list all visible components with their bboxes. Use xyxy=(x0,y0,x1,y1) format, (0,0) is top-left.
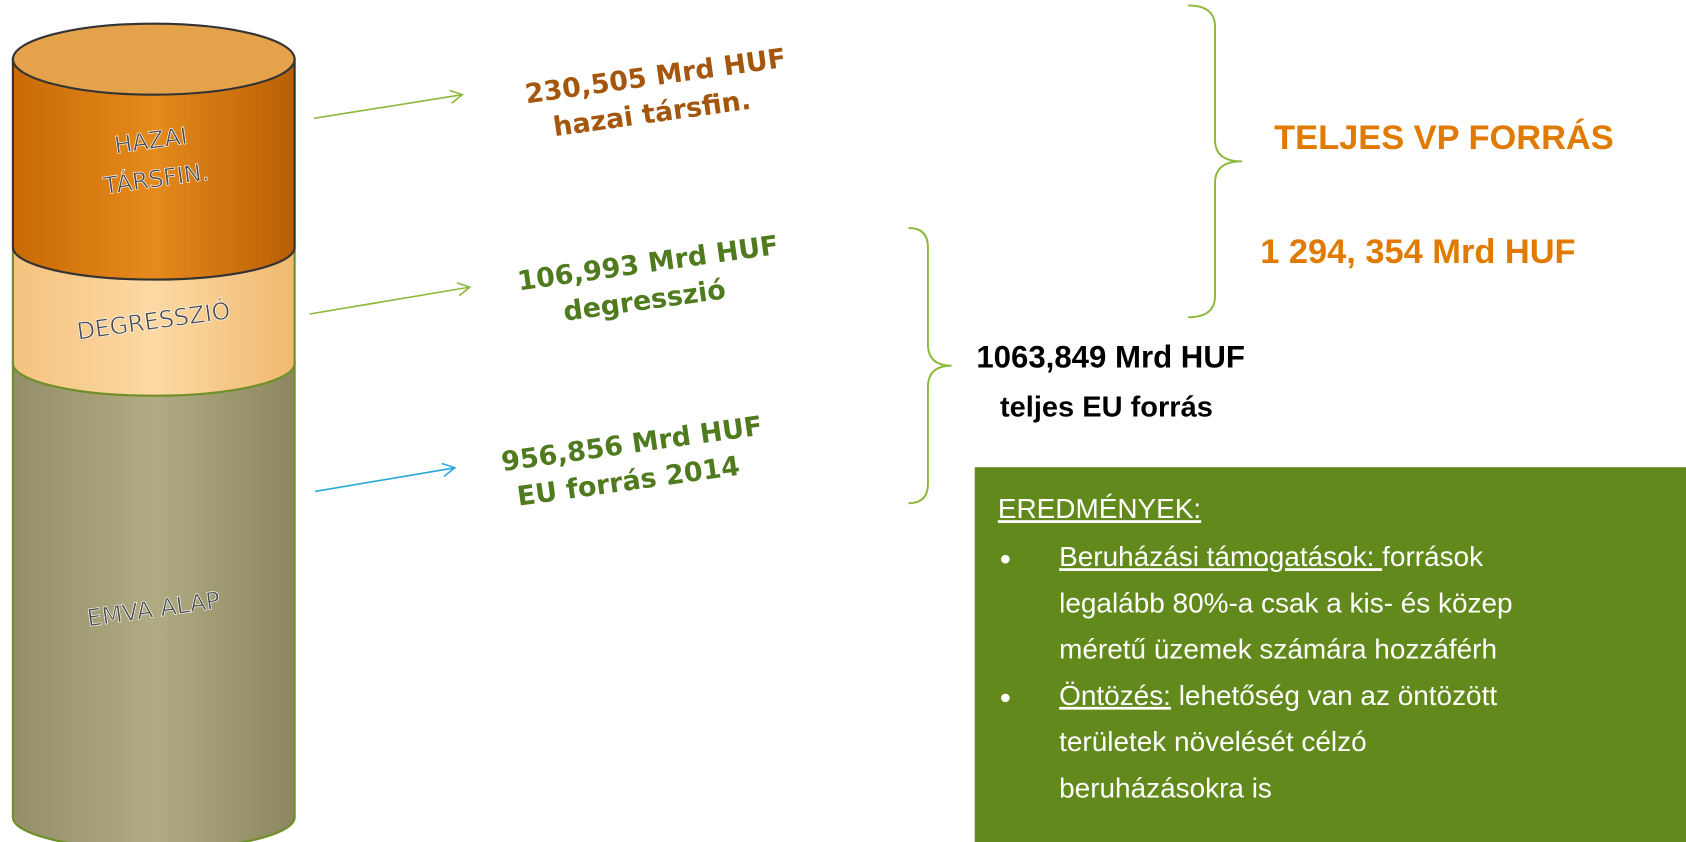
eu-total-amount: 1063,849 Mrd HUF xyxy=(976,339,1245,374)
result-text: méretű üzemek számára hozzáférh xyxy=(1059,634,1497,665)
arrow xyxy=(310,283,470,314)
cylinder-top xyxy=(13,24,295,95)
arrows xyxy=(310,90,470,491)
total-amount: 1 294, 354 Mrd HUF xyxy=(1260,233,1575,271)
bullet xyxy=(1001,694,1010,703)
bullet xyxy=(1001,555,1010,564)
result-term: Beruházási támogatások: xyxy=(1059,542,1382,573)
result-text: beruházásokra is xyxy=(1059,773,1272,804)
total-brace xyxy=(1188,5,1242,317)
braces xyxy=(909,5,1242,503)
results-heading: EREDMÉNYEK: xyxy=(998,493,1201,524)
result-line: területek növelését célzó xyxy=(1059,727,1367,758)
total-title: TELJES VP FORRÁS xyxy=(1274,117,1614,157)
result-line: Beruházási támogatások: források xyxy=(1059,542,1484,573)
slide: HAZAITÁRSFIN.DEGRESSZIÓEMVA ALAP230,505 … xyxy=(0,0,1686,842)
eu-brace xyxy=(909,228,952,503)
result-text: források xyxy=(1382,542,1484,573)
arrow xyxy=(314,90,462,118)
result-text: területek növelését célzó xyxy=(1059,727,1367,758)
eu-total-desc: teljes EU forrás xyxy=(1000,391,1213,423)
result-text: legalább 80%-a csak a kis- és közep xyxy=(1059,588,1512,619)
result-line: Öntözés: lehetőség van az öntözött xyxy=(1059,680,1497,711)
result-term: Öntözés: xyxy=(1059,680,1171,711)
result-line: legalább 80%-a csak a kis- és közep xyxy=(1059,588,1512,619)
arrow xyxy=(315,463,455,491)
result-line: beruházásokra is xyxy=(1059,773,1272,804)
result-text: lehetőség van az öntözött xyxy=(1171,680,1497,711)
result-line: méretű üzemek számára hozzáférh xyxy=(1059,634,1497,665)
